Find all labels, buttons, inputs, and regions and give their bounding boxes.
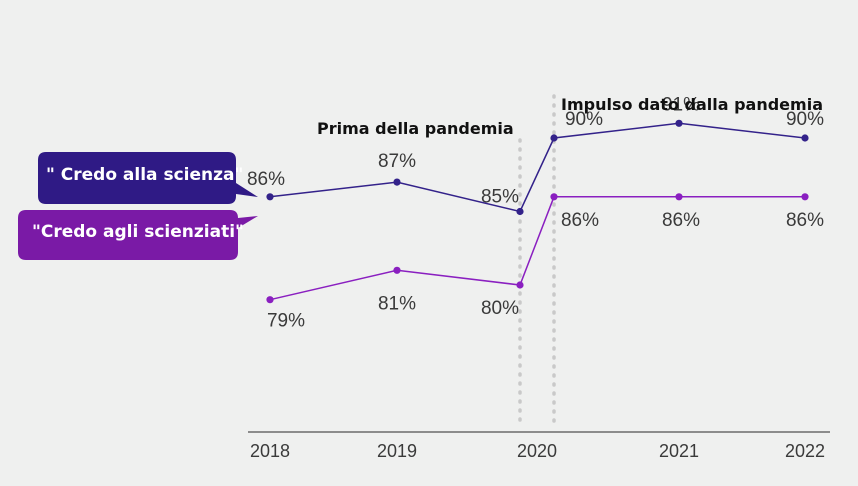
data-point	[266, 296, 274, 304]
pre-pandemic-annotation: Prima della pandemia	[317, 119, 514, 138]
x-tick-label: 2018	[250, 441, 290, 461]
data-label: 81%	[378, 293, 416, 314]
x-tick-label: 2022	[785, 441, 825, 461]
data-point	[550, 134, 558, 142]
legend-scientists-label: "Credo agli scienziati"	[32, 222, 244, 242]
data-label: 85%	[481, 187, 519, 208]
data-point	[516, 281, 524, 289]
data-point	[393, 178, 401, 186]
data-labels: 86% 87% 85% 90% 91% 90% 79% 81% 80% 86% 86% 86%	[247, 94, 824, 331]
data-point	[801, 193, 809, 201]
x-tick-label: 2020	[517, 441, 557, 461]
data-point	[801, 134, 809, 142]
data-label: 90%	[786, 109, 824, 130]
series-line-science	[269, 122, 806, 213]
series-line-scientists	[269, 196, 805, 301]
data-point	[266, 193, 274, 201]
data-label: 86%	[561, 210, 599, 231]
legend-science-label: " Credo alla scienza"	[46, 165, 244, 185]
x-tick-label: 2021	[659, 441, 699, 461]
data-label: 90%	[565, 109, 603, 130]
period-dividers	[518, 94, 556, 430]
data-label: 79%	[267, 311, 305, 332]
data-label: 86%	[786, 210, 824, 231]
data-point	[550, 193, 558, 201]
data-point	[393, 266, 401, 274]
pandemic-boost-annotation: Impulso dato dalla pandemia	[561, 95, 823, 114]
data-label: 86%	[662, 210, 700, 231]
data-point	[516, 207, 524, 216]
data-label: 86%	[247, 169, 285, 190]
data-point	[675, 119, 683, 127]
data-label: 87%	[378, 151, 416, 172]
series-lines	[269, 122, 806, 301]
data-point	[675, 193, 683, 201]
data-label: 91%	[662, 94, 700, 115]
data-label: 80%	[481, 298, 519, 319]
x-tick-labels: 2018 2019 2020 2021 2022	[250, 441, 825, 461]
x-tick-label: 2019	[377, 441, 417, 461]
series-points	[266, 119, 809, 304]
